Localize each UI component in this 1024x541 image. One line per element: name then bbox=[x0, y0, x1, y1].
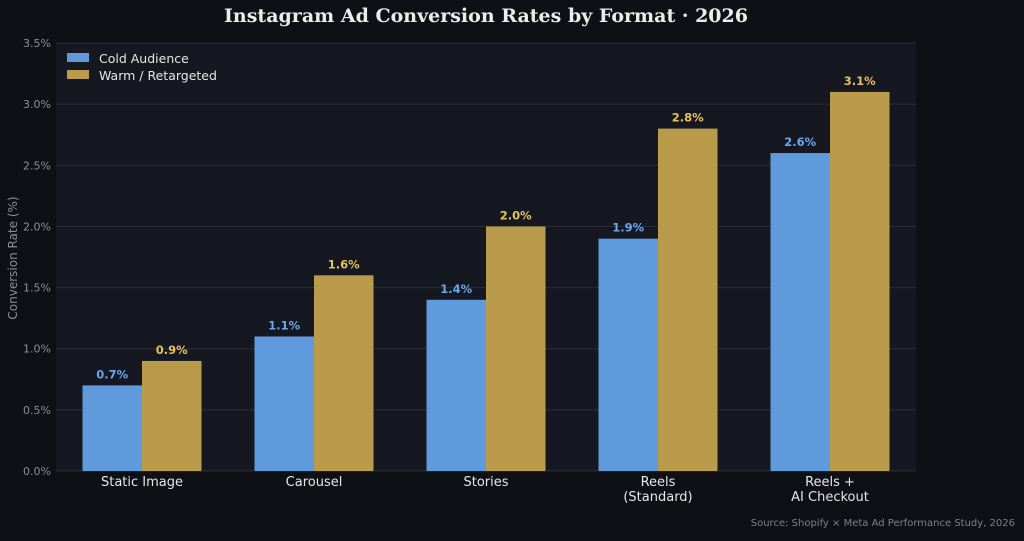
data-label-cold: 2.6% bbox=[784, 135, 816, 149]
bar-warm bbox=[314, 275, 374, 471]
data-label-cold: 1.1% bbox=[268, 318, 300, 332]
bar-cold bbox=[82, 385, 142, 471]
bar-warm bbox=[142, 360, 202, 471]
y-tick-label: 0.0% bbox=[23, 465, 51, 478]
y-axis-label: Conversion Rate (%) bbox=[6, 196, 20, 319]
y-tick-label: 0.5% bbox=[23, 404, 51, 417]
x-axis-ticks: Static Image Carousel Stories Reels (Standar… bbox=[101, 475, 869, 505]
legend-label-warm: Warm / Retargeted bbox=[99, 68, 217, 83]
bar-cold bbox=[770, 153, 830, 472]
x-tick-label: Static Image bbox=[101, 475, 183, 490]
bar-cold bbox=[254, 336, 314, 471]
legend-swatch-warm bbox=[67, 70, 89, 79]
y-tick-label: 1.0% bbox=[23, 343, 51, 356]
y-axis-ticks: 0.0% 0.5% 1.0% 1.5% 2.0% 2.5% 3.0% 3.5% bbox=[23, 37, 51, 478]
x-tick-label: Stories bbox=[463, 475, 508, 490]
data-label-cold: 1.4% bbox=[440, 282, 472, 296]
legend: Cold Audience Warm / Retargeted bbox=[67, 51, 217, 83]
bar-cold bbox=[426, 299, 486, 471]
data-label-warm: 2.0% bbox=[500, 208, 532, 222]
legend-swatch-cold bbox=[67, 53, 89, 62]
x-tick-label: Reels + AI Checkout bbox=[791, 475, 869, 505]
bar-warm bbox=[658, 128, 718, 471]
source-note: Source: Shopify × Meta Ad Performance St… bbox=[751, 518, 1015, 529]
bar-cold bbox=[598, 238, 658, 471]
bar-warm bbox=[830, 91, 890, 472]
bar-warm bbox=[486, 226, 546, 471]
chart-title: Instagram Ad Conversion Rates by Format … bbox=[224, 5, 748, 27]
y-tick-label: 1.5% bbox=[23, 282, 51, 295]
x-tick-label: Carousel bbox=[286, 475, 343, 490]
data-label-warm: 0.9% bbox=[156, 343, 188, 357]
data-label-cold: 0.7% bbox=[96, 367, 128, 381]
data-label-cold: 1.9% bbox=[612, 221, 644, 235]
data-label-warm: 1.6% bbox=[328, 257, 360, 271]
y-tick-label: 3.0% bbox=[23, 98, 51, 111]
y-tick-label: 2.0% bbox=[23, 220, 51, 233]
data-label-warm: 2.8% bbox=[672, 111, 704, 125]
bars: 0.7% 1.1% 1.4% 1.9% 2.6% 0.9% 1.6% 2.0% 2.8% 3.1% bbox=[82, 74, 890, 472]
y-tick-label: 3.5% bbox=[23, 37, 51, 50]
x-tick-label: Reels (Standard) bbox=[623, 475, 692, 505]
legend-label-cold: Cold Audience bbox=[99, 51, 189, 66]
y-tick-label: 2.5% bbox=[23, 159, 51, 172]
data-label-warm: 3.1% bbox=[844, 74, 876, 88]
